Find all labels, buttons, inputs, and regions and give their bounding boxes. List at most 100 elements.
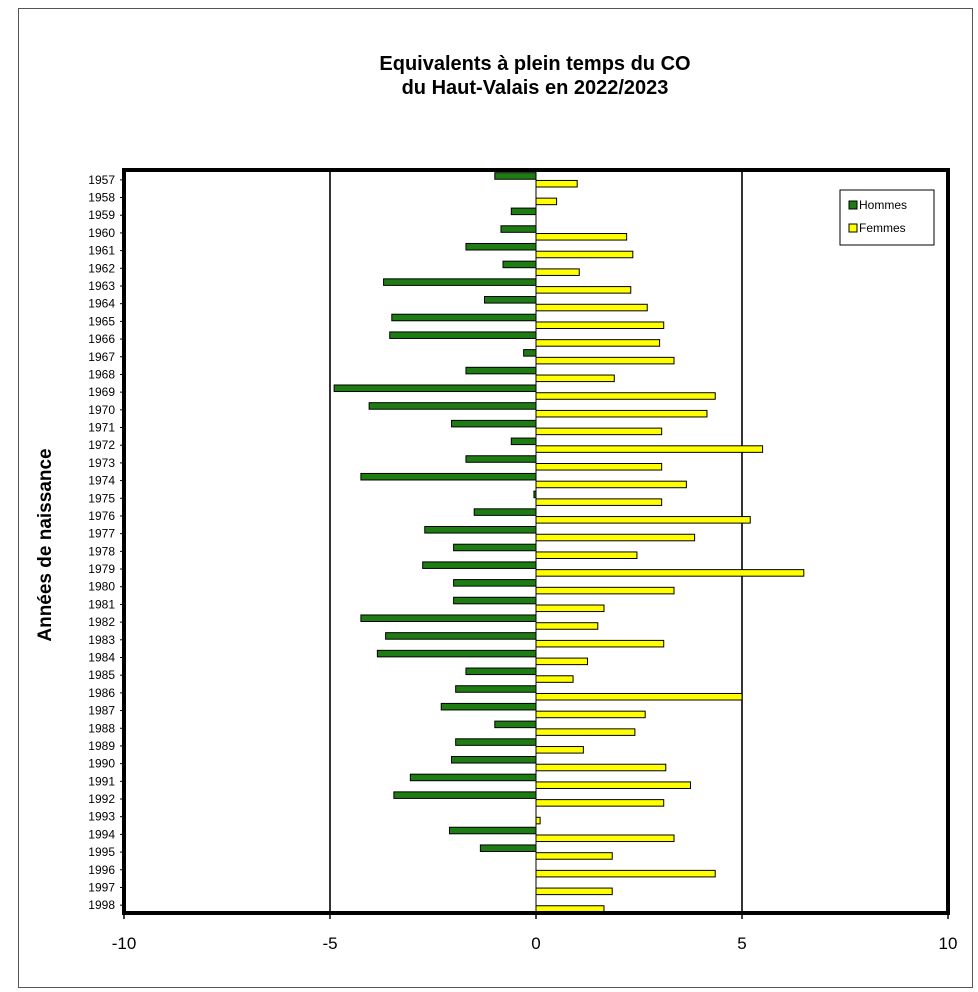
y-tick-label-1974: 1974 — [88, 474, 115, 488]
bar-femmes-1991 — [535, 781, 691, 789]
y-tick-label-1973: 1973 — [88, 456, 115, 470]
bar-femmes-1973 — [535, 462, 663, 471]
y-tick-label-1995: 1995 — [88, 845, 115, 859]
bar-femmes-1982 — [535, 622, 599, 630]
bar-hommes-1961 — [465, 242, 537, 251]
bar-femmes-1997 — [535, 887, 613, 896]
y-tick-label-1965: 1965 — [88, 314, 115, 328]
chart-title-line-2: du Haut-Valais en 2022/2023 — [401, 77, 669, 99]
y-tick-label-1972: 1972 — [88, 438, 115, 452]
bar-hommes-1963 — [383, 278, 537, 286]
y-tick-label-1957: 1957 — [88, 173, 115, 187]
bar-hommes-1977 — [424, 526, 537, 534]
bar-hommes-1976 — [473, 508, 537, 516]
bar-femmes-1989 — [535, 746, 584, 754]
bar-femmes-1972 — [535, 445, 764, 453]
y-tick-label-1977: 1977 — [88, 527, 115, 541]
y-tick-label-1996: 1996 — [88, 863, 115, 877]
chart-frame — [18, 8, 973, 988]
y-tick-label-1962: 1962 — [88, 261, 115, 275]
legend-label-hommes: Hommes — [859, 198, 907, 212]
y-tick-label-1986: 1986 — [88, 686, 115, 700]
bar-hommes-1966 — [389, 331, 537, 339]
bar-femmes-1976 — [535, 516, 751, 524]
bar-hommes-1992 — [393, 791, 537, 799]
bar-hommes-1973 — [465, 455, 537, 463]
legend-box — [839, 189, 935, 246]
bar-femmes-1980 — [535, 586, 675, 595]
bar-hommes-1969 — [333, 384, 537, 393]
y-tick-label-1968: 1968 — [88, 367, 115, 381]
bar-hommes-1975 — [533, 490, 537, 499]
bar-hommes-1988 — [494, 720, 537, 729]
bar-hommes-1967 — [523, 349, 537, 357]
bar-hommes-1978 — [453, 543, 537, 552]
y-tick-label-1978: 1978 — [88, 544, 115, 558]
x-tick-label-3: 5 — [737, 934, 746, 953]
bar-femmes-1984 — [535, 657, 588, 666]
bar-hommes-1979 — [422, 561, 537, 569]
bar-femmes-1965 — [535, 321, 665, 330]
bar-hommes-1985 — [465, 667, 537, 676]
y-tick-label-1961: 1961 — [88, 244, 115, 258]
bar-femmes-1993 — [535, 816, 541, 825]
bar-femmes-1966 — [535, 339, 661, 347]
bar-hommes-1959 — [510, 207, 537, 216]
legend-swatch-hommes — [848, 200, 858, 210]
bar-femmes-1985 — [535, 675, 574, 683]
bar-hommes-1974 — [360, 472, 537, 481]
bar-femmes-1968 — [535, 374, 615, 383]
bar-hommes-1968 — [465, 366, 537, 375]
bar-hommes-1980 — [453, 579, 537, 587]
bar-femmes-1964 — [535, 303, 648, 312]
bar-hommes-1994 — [448, 826, 537, 835]
x-tick-label-0: -10 — [112, 934, 137, 953]
bar-hommes-1964 — [484, 296, 537, 304]
bar-femmes-1996 — [535, 869, 716, 878]
y-tick-label-1959: 1959 — [88, 208, 115, 222]
y-tick-label-1991: 1991 — [88, 774, 115, 788]
bar-hommes-1970 — [368, 402, 537, 410]
bar-femmes-1977 — [535, 533, 696, 542]
bar-femmes-1983 — [535, 639, 665, 648]
legend-swatch-femmes — [848, 223, 858, 233]
y-tick-label-1975: 1975 — [88, 491, 115, 505]
y-tick-label-1985: 1985 — [88, 668, 115, 682]
x-tick-label-1: -5 — [322, 934, 337, 953]
chart-title: Equivalents à plein temps du CO du Haut-… — [0, 52, 978, 100]
y-tick-label-1980: 1980 — [88, 580, 115, 594]
y-tick-label-1958: 1958 — [88, 191, 115, 205]
bar-femmes-1979 — [535, 569, 805, 577]
bar-femmes-1971 — [535, 427, 663, 436]
y-tick-label-1998: 1998 — [88, 898, 115, 912]
bar-hommes-1960 — [500, 225, 537, 233]
y-tick-label-1987: 1987 — [88, 704, 115, 718]
bar-hommes-1972 — [510, 437, 537, 446]
y-tick-label-1960: 1960 — [88, 226, 115, 240]
x-tick-label-2: 0 — [531, 934, 540, 953]
bar-femmes-1970 — [535, 409, 708, 418]
bar-hommes-1990 — [451, 755, 537, 764]
y-tick-label-1984: 1984 — [88, 650, 115, 664]
bar-femmes-1987 — [535, 710, 646, 719]
chart-title-line-1: Equivalents à plein temps du CO — [379, 53, 691, 75]
bar-femmes-1958 — [535, 197, 558, 206]
bar-hommes-1982 — [360, 614, 537, 623]
bar-femmes-1967 — [535, 356, 675, 365]
y-tick-label-1971: 1971 — [88, 421, 115, 435]
y-tick-label-1976: 1976 — [88, 509, 115, 523]
y-tick-label-1964: 1964 — [88, 297, 115, 311]
bar-femmes-1974 — [535, 480, 687, 489]
bar-hommes-1984 — [376, 649, 537, 658]
bar-hommes-1981 — [453, 596, 537, 605]
bar-femmes-1992 — [535, 799, 665, 807]
bar-femmes-1960 — [535, 233, 628, 241]
y-tick-label-1982: 1982 — [88, 615, 115, 629]
bar-hommes-1986 — [455, 685, 537, 693]
bar-hommes-1995 — [479, 844, 537, 852]
y-tick-label-1989: 1989 — [88, 739, 115, 753]
y-tick-label-1983: 1983 — [88, 633, 115, 647]
bar-hommes-1957 — [494, 172, 537, 180]
y-tick-label-1981: 1981 — [88, 597, 115, 611]
